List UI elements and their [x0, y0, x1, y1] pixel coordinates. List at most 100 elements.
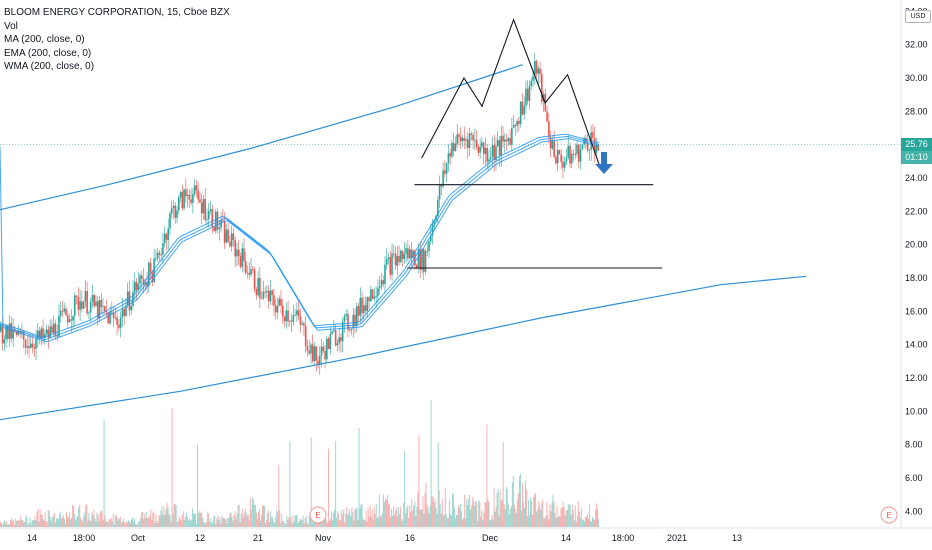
volume-bar [281, 514, 283, 527]
volume-bar [173, 503, 175, 527]
legend-ema[interactable]: EMA (200, close, 0) [4, 47, 92, 59]
candle-body [428, 241, 430, 252]
volume-bar [574, 505, 576, 527]
volume-bar [562, 501, 564, 527]
volume-bar [170, 521, 172, 527]
down-arrow-icon [595, 152, 613, 174]
candle-body [459, 136, 462, 142]
volume-bar [598, 518, 600, 527]
candle-body [202, 199, 205, 214]
volume-bar [4, 520, 6, 527]
volume-bar [507, 503, 509, 527]
volume-bar [185, 512, 187, 527]
volume-bar [545, 516, 547, 527]
volume-bar [499, 490, 501, 527]
volume-bar [368, 517, 370, 527]
volume-bar [167, 507, 169, 527]
candle-body [452, 142, 455, 152]
volume-bar [476, 502, 478, 527]
volume-bar [199, 511, 201, 527]
volume-bar [425, 482, 427, 527]
volume-bar [546, 501, 548, 527]
candle-body [230, 233, 233, 247]
volume-bar [220, 523, 222, 527]
candle-body [248, 272, 251, 275]
volume-bar [513, 504, 515, 527]
candle-body [419, 249, 422, 270]
volume-bar [108, 519, 110, 527]
candle-body [546, 111, 548, 122]
candle-body [267, 290, 270, 302]
volume-bar [231, 517, 233, 527]
volume-bar [581, 519, 583, 527]
earnings-marker-label: E [886, 511, 891, 520]
volume-bar [54, 522, 56, 527]
candle-body [440, 185, 443, 187]
volume-bar [104, 515, 106, 527]
volume-bar [331, 511, 333, 527]
candle-body [326, 338, 328, 360]
volume-bar [223, 517, 225, 527]
candle-body [387, 257, 390, 259]
candle-body [461, 138, 464, 142]
legend-wma[interactable]: WMA (200, close, 0) [4, 61, 95, 72]
volume-bar [247, 514, 249, 527]
volume-bar [47, 510, 49, 527]
volume-bar [495, 507, 497, 527]
volume-bar [195, 523, 197, 527]
candle-body [105, 311, 108, 313]
candle-body [243, 248, 245, 262]
volume-bar [266, 519, 268, 527]
volume-bar [299, 518, 301, 527]
volume-bar [14, 524, 16, 527]
candle-body [170, 207, 173, 214]
volume-bar [402, 520, 404, 527]
candle-body [274, 305, 277, 313]
volume-bar [400, 506, 402, 527]
volume-bar [147, 518, 149, 527]
volume-bar [124, 523, 126, 527]
candle-body [366, 297, 369, 311]
volume-bar [569, 504, 571, 527]
volume-bar [302, 515, 304, 527]
volume-bar [487, 499, 489, 527]
candle-body [426, 251, 429, 252]
time-tick-label: Oct [131, 533, 146, 543]
volume-bar [369, 504, 371, 527]
candle-body [354, 314, 356, 326]
volume-bar [201, 512, 203, 527]
volume-bar [558, 515, 560, 527]
volume-bar [278, 465, 280, 527]
candle-body [133, 281, 136, 292]
volume-bar [166, 502, 168, 527]
volume-bar [174, 504, 176, 527]
volume-bar [449, 513, 451, 527]
candle-body [296, 310, 298, 315]
candle-body [61, 310, 64, 312]
volume-bar [525, 480, 527, 527]
candle-body [5, 325, 7, 340]
candle-body [345, 314, 348, 317]
volume-bar [516, 499, 518, 527]
volume-bar [160, 510, 162, 527]
volume-bar [298, 521, 300, 527]
candle-body [310, 344, 312, 354]
candle-body [174, 205, 177, 218]
moving-averages [0, 133, 600, 342]
legend-vol[interactable]: Vol [4, 20, 18, 32]
candle-body [266, 290, 268, 293]
volume-bar [53, 513, 55, 527]
volume-bar [547, 514, 549, 527]
volume-bar [557, 517, 559, 527]
volume-bar [451, 492, 453, 527]
candle-body [592, 132, 594, 138]
currency-badge[interactable]: USD [905, 10, 931, 23]
candle-body [384, 264, 386, 285]
legend-ma[interactable]: MA (200, close, 0) [4, 34, 85, 45]
candle-body [58, 315, 60, 337]
candle-body [93, 295, 95, 306]
volume-bar [242, 517, 244, 527]
volume-bar [269, 521, 271, 527]
volume-bar [205, 523, 207, 527]
